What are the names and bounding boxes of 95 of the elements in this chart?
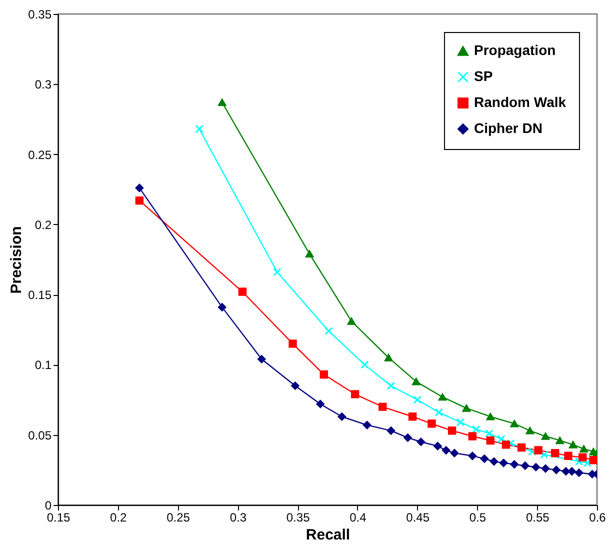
point	[589, 456, 597, 464]
y-tick-label: 0.3	[34, 78, 52, 92]
point	[521, 462, 530, 470]
x-tick-label: 0.2	[110, 510, 128, 524]
x-tick-label: 0.25	[166, 510, 190, 524]
point	[316, 400, 324, 408]
point	[258, 355, 266, 364]
point	[350, 390, 360, 398]
point	[532, 463, 540, 472]
legend-label: Propagation	[474, 42, 556, 58]
point	[550, 448, 560, 458]
point	[434, 408, 443, 417]
point	[386, 382, 396, 390]
y-tick-label: 0.15	[28, 288, 52, 302]
point	[456, 418, 465, 426]
point	[541, 464, 550, 473]
point	[413, 396, 422, 404]
x-tick-label: 0.35	[286, 510, 310, 524]
x-tick-label: 0.5	[469, 510, 486, 524]
point	[506, 439, 515, 448]
point	[347, 318, 356, 325]
point	[510, 460, 518, 468]
point	[486, 436, 494, 445]
x-tick-label: 0.15	[46, 510, 70, 524]
x-tick-label: 0.45	[406, 510, 430, 524]
point	[562, 467, 570, 476]
point	[438, 393, 447, 401]
point	[485, 429, 494, 438]
point	[448, 426, 456, 435]
point	[472, 425, 480, 434]
point	[135, 196, 144, 205]
y-tick-label: 0.1	[34, 358, 52, 372]
y-tick-label: 0.05	[28, 428, 52, 442]
point	[486, 412, 494, 420]
y-tick-label: 0.35	[28, 8, 52, 22]
legend-label: Cipher DN	[474, 120, 542, 136]
point	[540, 450, 548, 459]
point	[360, 360, 369, 369]
point	[468, 452, 477, 460]
point	[362, 420, 372, 430]
point	[574, 468, 584, 477]
point	[526, 426, 534, 434]
y-tick-label: 0	[44, 498, 52, 512]
point	[510, 420, 518, 428]
point	[450, 448, 459, 458]
point	[412, 378, 420, 386]
point	[218, 303, 226, 312]
point	[552, 466, 560, 474]
point	[578, 453, 587, 462]
point	[135, 184, 144, 192]
point	[338, 412, 346, 421]
y-axis-title: Precision	[8, 226, 26, 294]
point	[384, 354, 393, 362]
point	[404, 434, 412, 442]
point	[442, 446, 450, 454]
point	[490, 457, 498, 466]
x-axis-title: Recall	[306, 526, 350, 544]
point	[556, 436, 564, 444]
point	[386, 426, 396, 435]
point	[434, 442, 442, 450]
point	[568, 467, 576, 476]
point	[480, 454, 489, 463]
y-tick-label: 0.2	[34, 218, 52, 232]
point	[517, 443, 526, 452]
point	[218, 98, 226, 106]
y-tick-label: 0.25	[28, 148, 52, 162]
point	[324, 326, 333, 336]
point	[238, 288, 247, 296]
point	[499, 458, 508, 468]
point	[291, 382, 300, 390]
x-tick-label: 0.55	[526, 510, 550, 524]
x-tick-label: 0.4	[350, 510, 367, 524]
point	[528, 448, 536, 456]
point	[534, 446, 542, 454]
point	[195, 124, 204, 134]
point	[541, 432, 550, 440]
x-tick-label: 0.6	[589, 510, 606, 524]
point	[288, 340, 297, 348]
legend-label: Random Walk	[474, 94, 566, 110]
point	[273, 268, 282, 276]
point	[568, 441, 578, 448]
point	[305, 250, 314, 258]
point	[378, 402, 387, 411]
point	[462, 404, 471, 412]
point	[497, 434, 506, 444]
point	[408, 412, 417, 421]
point	[580, 445, 588, 453]
point	[416, 438, 426, 446]
point	[428, 420, 436, 428]
point	[320, 370, 328, 379]
legend-label: SP	[474, 68, 493, 84]
point	[502, 440, 510, 449]
point	[564, 452, 572, 460]
point	[468, 432, 477, 440]
x-tick-label: 0.3	[230, 510, 247, 524]
